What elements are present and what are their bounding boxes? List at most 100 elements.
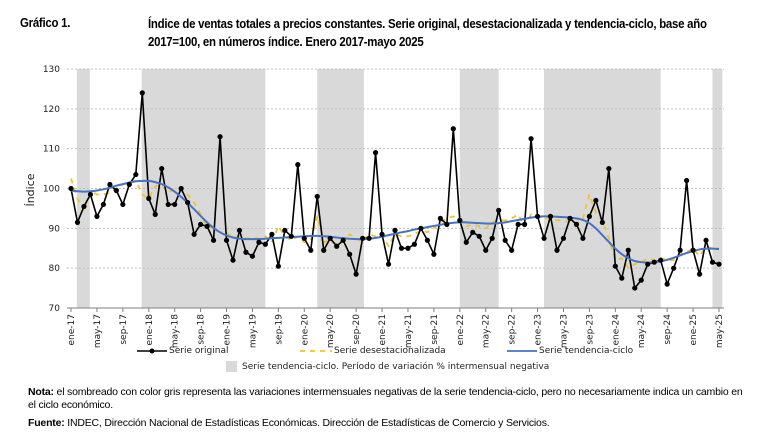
data-point-original (191, 231, 197, 237)
data-point-original (159, 165, 165, 172)
data-point-original (418, 225, 424, 231)
data-point-original (658, 257, 664, 263)
data-point-original (379, 231, 385, 237)
data-point-original (522, 221, 528, 227)
data-point-original (541, 235, 547, 241)
note: Nota: el sombreado con color gris repres… (28, 386, 748, 412)
data-point-original (94, 213, 100, 219)
data-point-original (554, 247, 560, 253)
data-point-original (450, 126, 456, 132)
legend-seasonally-adjusted-label: Serie desestacionalizada (334, 346, 446, 356)
data-point-original (295, 162, 301, 168)
data-point-original (360, 235, 366, 241)
data-point-original (100, 201, 106, 208)
data-point-original (120, 201, 126, 208)
data-point-original (139, 90, 145, 96)
data-point-original (470, 229, 476, 235)
data-point-original (476, 233, 482, 239)
x-tick-label: sep-19 (274, 314, 284, 345)
data-point-original (677, 247, 683, 253)
data-point-original (327, 235, 333, 241)
data-point-original (502, 237, 508, 243)
data-point-original (593, 197, 599, 204)
data-point-original (347, 251, 353, 257)
data-point-original (671, 265, 677, 271)
x-tick-label: may-21 (404, 314, 414, 348)
data-point-original (230, 257, 236, 263)
data-point-original (372, 150, 379, 156)
series-points (68, 90, 722, 291)
legend-shade-swatch (226, 361, 237, 372)
data-point-original (126, 181, 132, 188)
legend-original: Serie original (137, 346, 229, 356)
data-point-original (321, 247, 327, 253)
legend-trend-swatch (507, 350, 537, 352)
data-point-original (353, 271, 359, 277)
data-point-original (716, 261, 722, 267)
data-point-original (437, 215, 443, 221)
y-tick-label: 130 (43, 65, 60, 75)
data-point-original (87, 191, 94, 198)
x-tick-label: ene-20 (300, 314, 310, 346)
data-point-original (580, 235, 586, 241)
data-point-original (282, 227, 288, 233)
data-point-original (133, 171, 139, 178)
data-point-original (651, 259, 657, 265)
data-point-original (146, 195, 152, 202)
x-tick-label: sep-21 (430, 314, 440, 345)
data-point-original (463, 239, 469, 245)
x-tick-label: sep-24 (663, 314, 673, 345)
data-point-original (515, 221, 521, 227)
x-tick-label: ene-24 (611, 314, 621, 346)
data-point-original (684, 177, 690, 184)
x-tick-label: ene-23 (534, 314, 544, 345)
data-point-original (690, 247, 696, 253)
data-point-original (210, 237, 217, 243)
data-point-original (638, 277, 644, 283)
legend-trend-label: Serie tendencia-ciclo (539, 346, 634, 356)
series-line-trend (70, 179, 720, 264)
data-point-original (334, 243, 340, 249)
data-point-original (288, 233, 294, 239)
legend-seasonally-adjusted-swatch (300, 350, 332, 352)
x-tick-label: sep-20 (352, 314, 362, 345)
x-tick-label: may-20 (326, 314, 336, 348)
data-point-original (664, 281, 670, 287)
data-point-original (645, 261, 651, 267)
data-point-original (113, 187, 119, 194)
data-point-original (366, 235, 372, 241)
data-point-original (606, 165, 612, 172)
data-point-original (301, 235, 307, 241)
data-point-original (528, 136, 534, 142)
data-point-original (256, 239, 262, 245)
data-point-original (269, 231, 275, 237)
x-tick-label: may-17 (93, 314, 103, 348)
x-tick-label: may-25 (715, 314, 725, 348)
data-point-original (236, 227, 243, 233)
y-tick-label: 110 (43, 145, 60, 155)
data-point-original (217, 134, 223, 140)
x-tick-label: sep-22 (508, 314, 518, 345)
legend-seasonally-adjusted: Serie desestacionalizada (300, 346, 446, 356)
data-point-original (703, 237, 709, 243)
data-point-original (424, 237, 430, 243)
x-tick-label: ene-22 (456, 314, 466, 345)
data-point-original (496, 207, 502, 214)
y-axis: 70 80 90 100 110 120 130 (43, 65, 60, 314)
data-point-original (165, 201, 171, 208)
note-label: Nota: (28, 386, 54, 398)
x-tick-label: may-22 (482, 314, 492, 348)
x-tick-label: ene-25 (689, 314, 699, 345)
x-tick-label: ene-17 (67, 314, 77, 345)
x-tick-label: ene-18 (145, 314, 155, 346)
data-point-original (68, 185, 74, 192)
x-tick-label: sep-17 (119, 314, 129, 345)
data-point-original (696, 271, 703, 277)
figure-number: Gráfico 1. (20, 15, 71, 30)
data-point-original (709, 259, 716, 265)
data-point-original (567, 215, 573, 221)
data-point-original (223, 237, 230, 243)
data-point-original (599, 219, 605, 225)
source: Fuente: INDEC, Dirección Nacional de Est… (28, 417, 748, 430)
data-point-original (185, 199, 191, 206)
